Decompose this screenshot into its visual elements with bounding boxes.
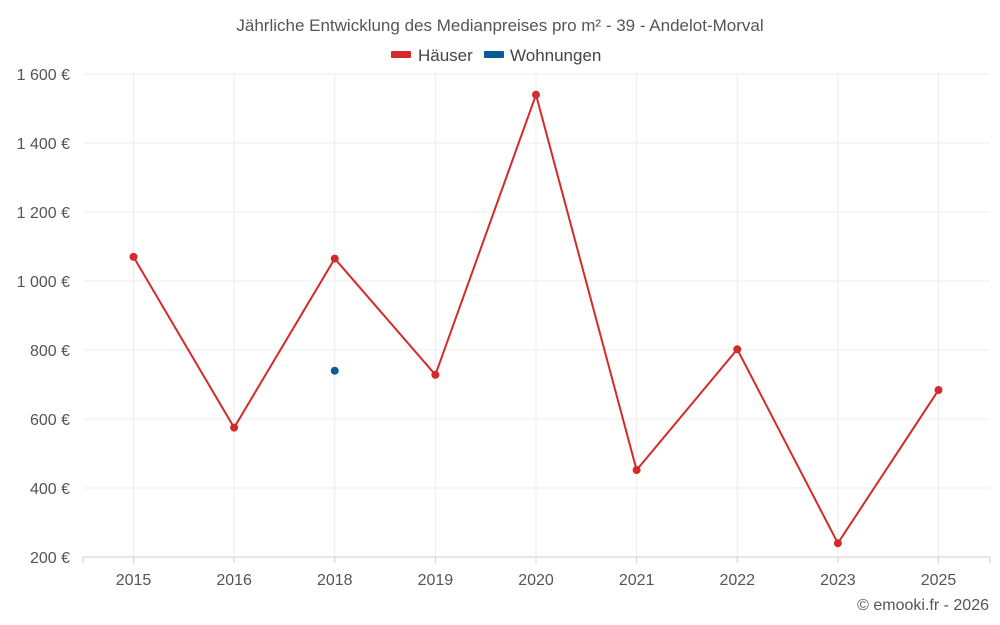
legend-swatch-wohnungen[interactable] xyxy=(484,51,504,58)
x-tick-label: 2020 xyxy=(518,572,554,589)
legend-label-haeuser[interactable]: Häuser xyxy=(418,46,473,65)
legend: Häuser Wohnungen xyxy=(391,46,601,65)
data-point-haeuser[interactable] xyxy=(330,254,339,263)
y-tick-label: 800 € xyxy=(30,343,70,360)
data-point-haeuser[interactable] xyxy=(431,370,440,379)
data-point-haeuser[interactable] xyxy=(934,386,943,395)
y-tick-label: 1 200 € xyxy=(17,205,70,222)
x-tick-label: 2019 xyxy=(418,572,454,589)
chart-title: Jährliche Entwicklung des Medianpreises … xyxy=(236,16,763,35)
data-point-haeuser[interactable] xyxy=(632,466,641,475)
x-tick-label: 2021 xyxy=(619,572,655,589)
y-tick-label: 1 600 € xyxy=(17,67,70,84)
data-point-haeuser[interactable] xyxy=(733,345,742,354)
x-tick-label: 2025 xyxy=(921,572,957,589)
y-tick-label: 1 000 € xyxy=(17,274,70,291)
credit-text: © emooki.fr - 2026 xyxy=(857,597,989,614)
y-tick-label: 200 € xyxy=(30,550,70,567)
data-point-haeuser[interactable] xyxy=(532,90,540,99)
y-tick-label: 1 400 € xyxy=(17,136,70,153)
legend-label-wohnungen[interactable]: Wohnungen xyxy=(510,46,601,65)
data-point-wohnungen[interactable] xyxy=(330,366,339,375)
x-tick-label: 2015 xyxy=(116,572,152,589)
data-point-haeuser[interactable] xyxy=(833,539,842,548)
x-tick-label: 2018 xyxy=(317,572,353,589)
x-tick-label: 2023 xyxy=(820,572,856,589)
y-tick-label: 600 € xyxy=(30,412,70,429)
x-tick-label: 2016 xyxy=(216,572,252,589)
legend-swatch-haeuser[interactable] xyxy=(391,51,411,58)
data-point-haeuser[interactable] xyxy=(230,423,239,432)
data-point-haeuser[interactable] xyxy=(129,252,138,261)
x-tick-label: 2022 xyxy=(719,572,755,589)
y-tick-label: 400 € xyxy=(30,481,70,498)
